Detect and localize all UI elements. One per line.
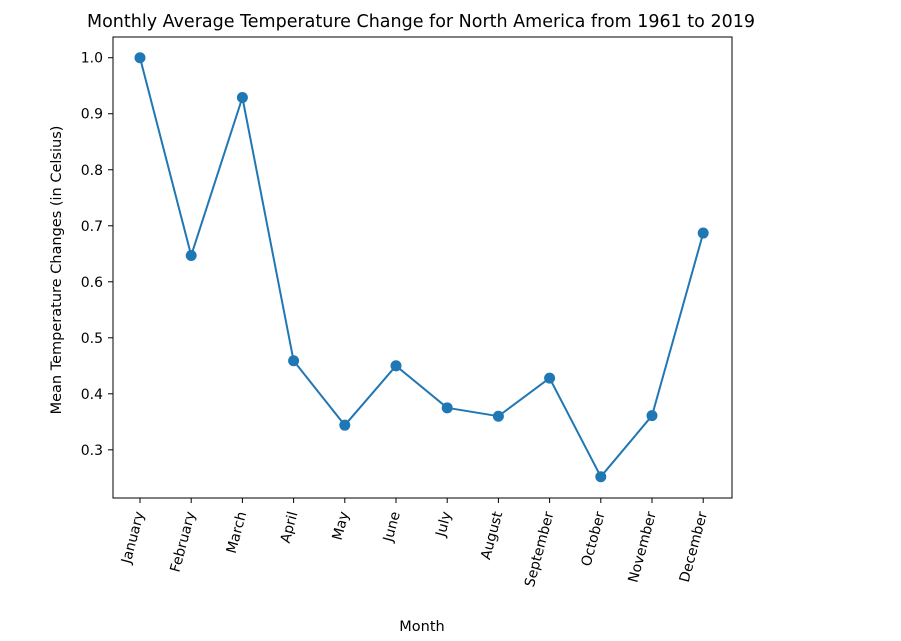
data-point-november [646, 410, 658, 422]
series-layer [134, 52, 709, 483]
x-tick-label: January [118, 510, 147, 566]
data-point-september [544, 372, 556, 384]
data-point-february [185, 249, 197, 261]
x-tick-label: December [677, 510, 711, 585]
x-tick-label: July [433, 510, 455, 539]
y-tick-label: 0.4 [81, 387, 103, 403]
chart-title: Monthly Average Temperature Change for N… [87, 12, 755, 32]
x-tick-label: June [380, 510, 404, 545]
x-axis: January February March April May June July Augu… [118, 498, 711, 589]
x-tick-label: August [478, 509, 506, 561]
data-point-december [697, 227, 709, 239]
x-tick-label: April [278, 510, 302, 545]
data-point-june [390, 360, 402, 372]
data-point-october [595, 471, 607, 483]
data-point-may [339, 419, 351, 431]
x-tick-label: September [522, 510, 558, 589]
data-point-april [288, 355, 300, 367]
plot-frame [112, 36, 733, 499]
x-axis-title: Month [399, 619, 444, 635]
x-tick-label: November [626, 510, 660, 585]
y-tick-label: 1.0 [81, 51, 103, 67]
y-axis-title: Mean Temperature Changes (in Celsius) [49, 126, 65, 415]
y-tick-label: 0.5 [81, 331, 103, 347]
x-tick-label: March [224, 510, 251, 555]
y-tick-label: 0.9 [81, 107, 103, 123]
x-tick-label: February [168, 510, 200, 574]
y-tick-label: 0.6 [81, 275, 103, 291]
y-tick-label: 0.8 [81, 163, 103, 179]
data-point-july [441, 402, 453, 414]
data-point-august [492, 410, 504, 422]
data-point-january [134, 52, 146, 64]
y-tick-label: 0.3 [81, 443, 103, 459]
y-axis: 0.3 0.4 0.5 0.6 0.7 0.8 0.9 1.0 [81, 51, 113, 459]
series-line [139, 57, 705, 478]
data-point-march [236, 91, 248, 103]
x-tick-label: October [579, 510, 609, 568]
y-tick-label: 0.7 [81, 219, 103, 235]
x-tick-label: May [330, 510, 353, 542]
